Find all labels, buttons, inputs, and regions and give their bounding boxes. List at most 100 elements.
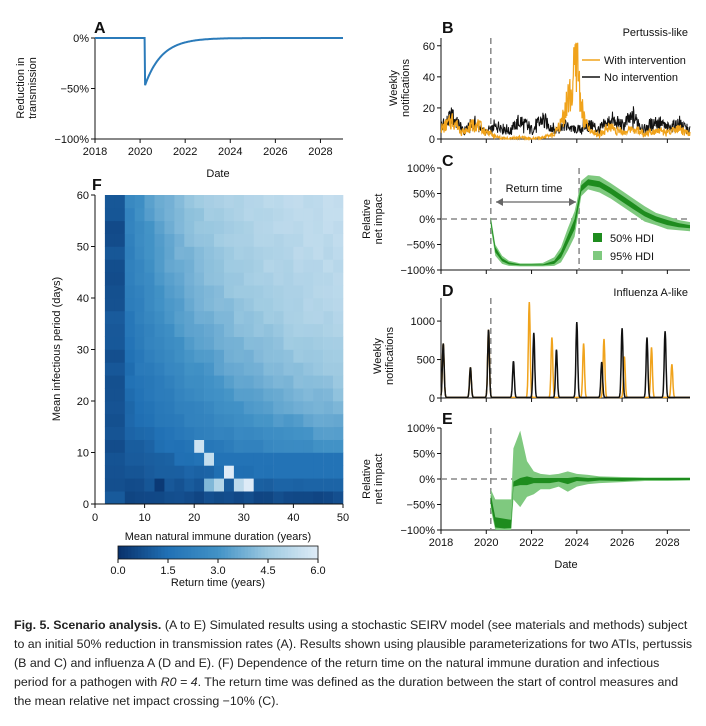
- colorbar-segment: [178, 546, 182, 559]
- heatmap-cell: [253, 388, 264, 402]
- heatmap-cell: [263, 375, 274, 389]
- heatmap-cell: [233, 207, 245, 222]
- heatmap-cell: [204, 478, 215, 492]
- heatmap-cell: [263, 439, 274, 453]
- heatmap-cell: [204, 336, 215, 350]
- heatmap-cell: [333, 452, 344, 466]
- panel-d-label: D: [442, 283, 454, 300]
- heatmap-cell: [124, 452, 135, 466]
- heatmap-cell: [184, 465, 195, 479]
- heatmap-cell: [333, 246, 344, 260]
- heatmap-cell: [323, 285, 334, 299]
- heatmap-cell: [303, 491, 314, 505]
- colorbar-tick-label: 3.0: [210, 565, 225, 577]
- heatmap-cell: [194, 413, 205, 428]
- heatmap-cell: [313, 246, 324, 260]
- heatmap-cell: [303, 323, 314, 337]
- y-tick-label: 50%: [413, 189, 435, 201]
- heatmap-cell: [114, 246, 125, 260]
- heatmap-cell: [124, 220, 135, 234]
- heatmap-cell: [104, 285, 116, 299]
- heatmap-cell: [214, 491, 225, 505]
- legend-hdi-95: 95% HDI: [610, 251, 654, 263]
- heatmap-cell: [134, 233, 145, 247]
- heatmap-cell: [273, 336, 284, 350]
- heatmap-cell: [323, 413, 334, 428]
- heatmap-cell: [224, 220, 235, 234]
- heatmap-cell: [243, 233, 254, 247]
- x-tick-label: 2028: [308, 146, 332, 158]
- heatmap-cell: [253, 439, 264, 453]
- panel-c-legend: 50% HDI 95% HDI: [593, 233, 654, 263]
- heatmap-cell: [333, 233, 344, 247]
- heatmap-cell: [273, 426, 284, 440]
- heatmap-cell: [214, 439, 225, 453]
- heatmap-cell: [253, 452, 264, 466]
- colorbar-segment: [311, 546, 315, 559]
- heatmap-cell: [333, 298, 344, 312]
- heatmap-cell: [243, 259, 254, 273]
- heatmap-cell: [303, 426, 314, 440]
- heatmap-cell: [313, 452, 324, 466]
- heatmap-cell: [164, 233, 175, 247]
- heatmap-cell: [283, 452, 294, 466]
- heatmap-cell: [174, 465, 185, 479]
- heatmap-cell: [134, 349, 145, 363]
- heatmap-cell: [224, 310, 235, 325]
- heatmap-cell: [263, 272, 274, 286]
- heatmap-cell: [323, 207, 334, 222]
- heatmap-cell: [184, 298, 195, 312]
- heatmap-cell: [174, 246, 185, 260]
- heatmap-cell: [104, 259, 116, 273]
- heatmap-cell: [293, 388, 304, 402]
- heatmap-cell: [114, 401, 125, 415]
- heatmap-cell: [134, 246, 145, 260]
- heatmap-cell: [124, 272, 135, 286]
- heatmap-cell: [124, 310, 135, 325]
- heatmap-cell: [323, 246, 334, 260]
- heatmap-cell: [154, 220, 165, 234]
- heatmap-cell: [114, 388, 125, 402]
- heatmap-cell: [214, 375, 225, 389]
- y-tick-label: −50%: [61, 84, 90, 96]
- heatmap-cell: [253, 259, 264, 273]
- panel-c-label: C: [442, 153, 454, 170]
- heatmap-cell: [164, 259, 175, 273]
- heatmap-cell: [333, 310, 344, 325]
- heatmap-cell: [174, 323, 185, 337]
- y-tick-label: 0%: [419, 474, 435, 486]
- heatmap-cell: [323, 375, 334, 389]
- colorbar-segment: [171, 546, 175, 559]
- heatmap-cell: [293, 336, 304, 350]
- heatmap-cell: [154, 298, 165, 312]
- heatmap-cell: [184, 452, 195, 466]
- y-tick-label: −100%: [400, 265, 435, 277]
- y-tick-label: 30: [77, 345, 89, 357]
- heatmap-cell: [224, 323, 235, 337]
- heatmap-cell: [333, 220, 344, 234]
- x-tick-label: 2020: [128, 146, 152, 158]
- heatmap-cell: [214, 310, 225, 325]
- heatmap-cell: [124, 362, 135, 376]
- heatmap-cell: [243, 349, 254, 363]
- y-tick-label: 20: [77, 396, 89, 408]
- heatmap-cell: [283, 401, 294, 415]
- heatmap-cell: [313, 439, 324, 453]
- heatmap-cell: [224, 272, 235, 286]
- panel-b-title: Pertussis-like: [623, 27, 688, 39]
- heatmap-cell: [224, 465, 235, 479]
- colorbar-segment: [254, 546, 259, 559]
- y-tick-label: 0: [429, 393, 435, 405]
- heatmap-cell: [204, 246, 215, 260]
- heatmap-cell: [134, 465, 145, 479]
- y-tick-label: 40: [77, 293, 89, 305]
- heatmap-cell: [144, 259, 155, 273]
- heatmap-cell: [174, 285, 185, 299]
- panel-f: F Mean infectious period (days) Mean nat…: [51, 177, 349, 589]
- x-tick-label: 2018: [83, 146, 107, 158]
- heatmap-cell: [283, 413, 294, 428]
- heatmap-cell: [333, 323, 344, 337]
- heatmap-cell: [243, 413, 254, 428]
- heatmap-cell: [174, 336, 185, 350]
- heatmap-cell: [293, 323, 304, 337]
